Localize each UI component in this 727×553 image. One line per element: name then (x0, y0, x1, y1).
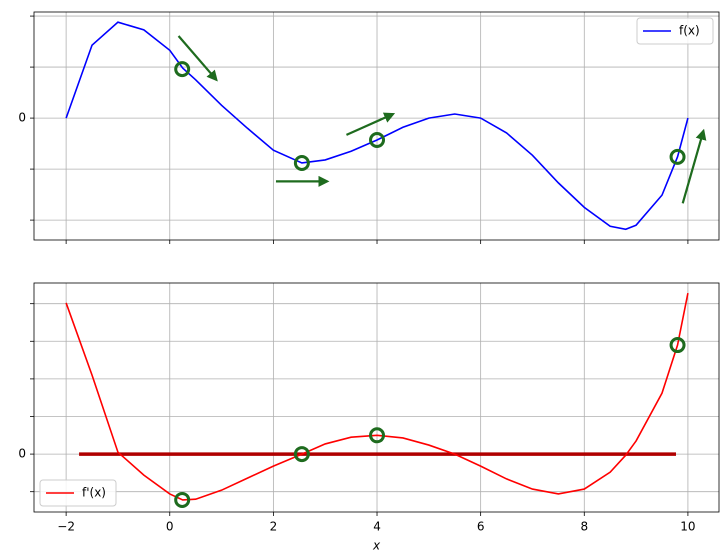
legend-box (636, 17, 714, 45)
slope-arrow (345, 112, 396, 136)
slope-arrow (681, 128, 707, 204)
x-tick-label: 4 (373, 520, 381, 534)
x-tick-label: 2 (270, 520, 278, 534)
series-line (65, 21, 689, 231)
axes-frame (33, 282, 720, 513)
point-marker (293, 154, 310, 171)
point-marker (369, 132, 386, 149)
legend-box (39, 479, 117, 507)
slope-arrow (177, 35, 218, 82)
point-marker (293, 446, 310, 463)
y-tick-label: 0 (18, 111, 26, 125)
x-tick-label: 10 (680, 520, 695, 534)
x-tick-label: −2 (57, 520, 75, 534)
legend-label: f(x) (679, 24, 700, 38)
point-marker (669, 337, 686, 354)
x-axis-label: x (372, 539, 381, 553)
point-marker (174, 61, 191, 78)
x-tick-label: 8 (580, 520, 588, 534)
point-marker (369, 427, 386, 444)
axes-frame (33, 11, 720, 241)
x-tick-label: 6 (477, 520, 485, 534)
point-marker (174, 491, 191, 508)
point-marker (669, 148, 686, 165)
x-tick-label: 0 (166, 520, 174, 534)
legend-label: f'(x) (82, 486, 106, 500)
y-tick-label: 0 (18, 447, 26, 461)
